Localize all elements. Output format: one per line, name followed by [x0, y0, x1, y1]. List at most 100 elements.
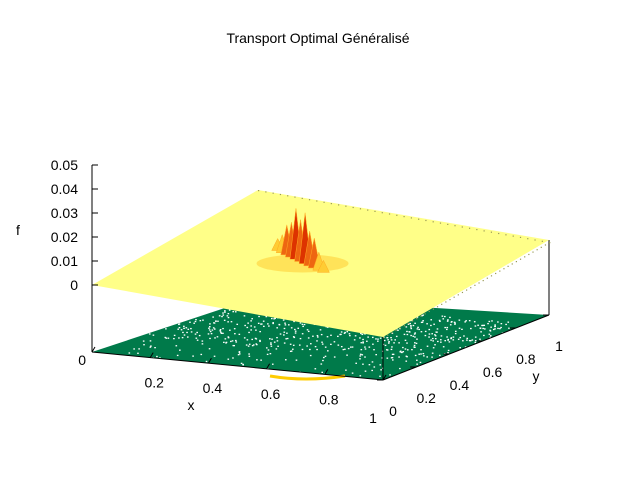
- projection-speck: [450, 337, 452, 340]
- surface-dot: [388, 213, 391, 215]
- projection-speck: [238, 333, 241, 336]
- projection-speck: [446, 328, 448, 331]
- projection-speck: [222, 332, 224, 334]
- projection-speck: [391, 359, 394, 361]
- projection-speck: [377, 338, 379, 340]
- surface-dot: [359, 208, 362, 210]
- projection-speck: [477, 324, 479, 326]
- projection-speck: [517, 332, 520, 335]
- projection-speck: [327, 350, 329, 352]
- projection-speck: [227, 336, 230, 338]
- projection-speck: [508, 327, 510, 329]
- projection-speck: [414, 346, 416, 349]
- surface-dot: [519, 236, 522, 238]
- projection-speck: [444, 356, 447, 358]
- surface-dot: [466, 289, 468, 291]
- x-tick-label: 1: [369, 410, 377, 426]
- projection-speck: [224, 310, 226, 312]
- projection-speck: [248, 353, 250, 355]
- projection-speck: [314, 345, 317, 348]
- projection-speck: [201, 343, 204, 345]
- projection-speck: [440, 335, 443, 337]
- projection-speck: [231, 340, 234, 342]
- projection-speck: [255, 338, 258, 340]
- projection-speck: [220, 331, 222, 333]
- projection-speck: [397, 329, 399, 331]
- projection-speck: [235, 339, 237, 342]
- projection-speck: [252, 344, 255, 346]
- projection-speck: [195, 337, 198, 339]
- projection-speck: [386, 336, 389, 339]
- projection-speck: [406, 356, 408, 358]
- projection-speck: [272, 322, 274, 324]
- projection-speck: [473, 321, 476, 323]
- projection-speck: [293, 336, 296, 339]
- projection-speck: [430, 339, 432, 341]
- projection-speck: [392, 353, 395, 356]
- projection-speck: [142, 340, 145, 342]
- surface-dot: [503, 268, 505, 270]
- projection-speck: [222, 327, 224, 330]
- projection-speck: [193, 322, 195, 324]
- y-axis-ticks: 0 0.2 0.4 0.6 0.8 1: [377, 314, 563, 419]
- projection-speck: [349, 334, 351, 337]
- projection-speck: [467, 348, 470, 350]
- projection-speck: [391, 346, 393, 348]
- projection-speck: [133, 348, 135, 350]
- projection-speck: [283, 334, 285, 336]
- projection-speck: [426, 345, 429, 347]
- projection-speck: [340, 345, 343, 348]
- surface-dot: [272, 192, 274, 194]
- projection-speck: [178, 337, 180, 339]
- projection-speck: [301, 333, 304, 335]
- projection-speck: [482, 327, 484, 330]
- projection-speck: [219, 328, 222, 331]
- surface-dot: [532, 251, 534, 253]
- projection-speck: [496, 336, 499, 338]
- projection-speck: [419, 361, 422, 364]
- projection-speck: [362, 342, 364, 344]
- projection-speck: [399, 367, 401, 370]
- projection-speck: [178, 326, 181, 329]
- projection-speck: [309, 354, 312, 357]
- projection-speck: [330, 334, 332, 336]
- projection-speck: [444, 326, 446, 329]
- projection-speck: [292, 336, 295, 338]
- surface-dot: [387, 334, 389, 336]
- surface-dot: [432, 221, 434, 223]
- projection-speck: [359, 337, 361, 339]
- projection-speck: [457, 338, 460, 340]
- projection-speck: [224, 338, 227, 340]
- projection-speck: [371, 361, 374, 363]
- projection-speck: [208, 348, 211, 350]
- projection-speck: [465, 320, 467, 322]
- projection-speck: [259, 330, 261, 333]
- projection-speck: [288, 324, 290, 326]
- projection-speck: [165, 337, 168, 339]
- projection-speck: [377, 340, 379, 342]
- surface-dot: [490, 275, 493, 277]
- surface-dot: [420, 315, 422, 317]
- projection-speck: [381, 357, 384, 359]
- projection-speck: [219, 330, 222, 332]
- projection-speck: [448, 341, 451, 343]
- projection-speck: [439, 339, 442, 341]
- projection-speck: [212, 316, 214, 318]
- projection-speck: [431, 352, 434, 354]
- projection-speck: [294, 328, 296, 331]
- projection-speck: [330, 343, 332, 346]
- surface-dot: [507, 265, 509, 267]
- projection-speck: [240, 362, 243, 365]
- projection-speck: [276, 336, 278, 339]
- projection-speck: [277, 345, 279, 347]
- projection-speck: [520, 330, 523, 332]
- projection-speck: [363, 333, 366, 335]
- projection-speck: [289, 350, 292, 353]
- surface-dot: [540, 246, 542, 248]
- projection-speck: [422, 352, 425, 355]
- projection-speck: [250, 320, 252, 322]
- projection-speck: [416, 363, 418, 365]
- projection-speck: [320, 363, 323, 365]
- projection-speck: [433, 323, 435, 325]
- projection-speck: [202, 319, 204, 321]
